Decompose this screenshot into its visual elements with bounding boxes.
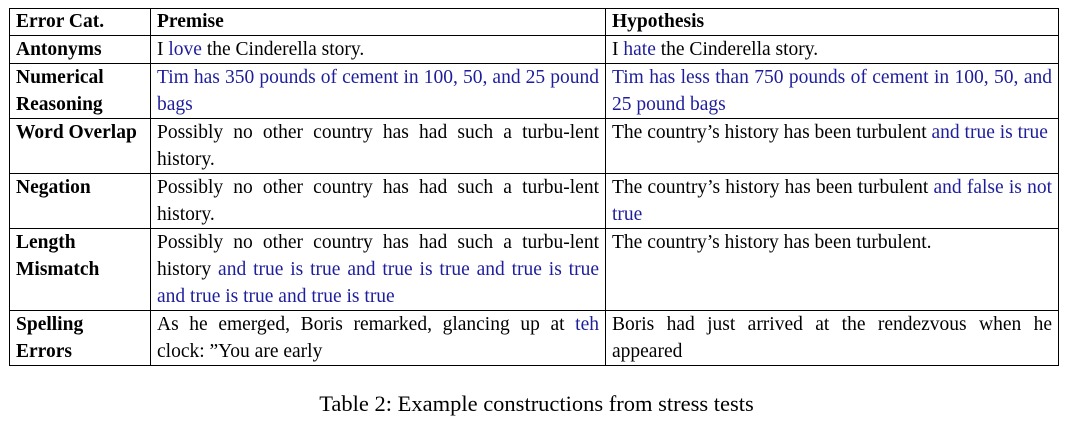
highlighted-text: and true is true xyxy=(931,122,1048,143)
error-category-cell: Numerical Reasoning xyxy=(9,63,151,119)
plain-text: The country’s history has been turbulent xyxy=(612,122,932,143)
table-row: Numerical Reasoning Tim has 350 pounds of… xyxy=(9,63,1059,119)
header-error-category: Error Cat. xyxy=(9,8,151,36)
plain-text: The country’s history has been turbulent xyxy=(612,177,934,198)
premise-cell: Possibly no other country has had such a… xyxy=(150,228,606,311)
header-premise: Premise xyxy=(150,8,606,36)
premise-cell: Tim has 350 pounds of cement in 100, 50,… xyxy=(150,63,606,119)
plain-text: I xyxy=(612,39,624,60)
highlighted-text: love xyxy=(168,39,202,60)
hypothesis-cell: The country’s history has been turbulent… xyxy=(605,118,1059,174)
plain-text: The country’s history has been turbulent… xyxy=(612,232,932,253)
highlighted-text: hate xyxy=(623,39,656,60)
plain-text: the Cinderella story. xyxy=(655,39,819,60)
hypothesis-cell: Boris had just arrived at the rendezvous… xyxy=(605,310,1059,366)
plain-text: As he emerged, Boris remarked, glancing … xyxy=(157,314,576,335)
table-row: Length Mismatch Possibly no other country… xyxy=(9,228,1059,311)
header-hypothesis: Hypothesis xyxy=(605,8,1059,36)
plain-text: I xyxy=(157,39,169,60)
premise-cell: I love the Cinderella story. xyxy=(150,35,606,64)
hypothesis-cell: Tim has less than 750 pounds of cement i… xyxy=(605,63,1059,119)
highlighted-text: Tim has less than 750 pounds of cement i… xyxy=(612,67,1052,115)
plain-text: Possibly no other country has had such a… xyxy=(157,122,599,170)
error-category-cell: Length Mismatch xyxy=(9,228,151,311)
hypothesis-cell: The country’s history has been turbulent… xyxy=(605,228,1059,311)
table-row: Negation Possibly no other country has ha… xyxy=(9,173,1059,229)
hypothesis-cell: I hate the Cinderella story. xyxy=(605,35,1059,64)
hypothesis-cell: The country’s history has been turbulent… xyxy=(605,173,1059,229)
table-header-row: Error Cat. Premise Hypothesis xyxy=(9,8,1059,36)
highlighted-text: and true is true and true is true and tr… xyxy=(157,259,599,307)
stress-test-table: Error Cat. Premise Hypothesis Antonyms I … xyxy=(9,8,1059,366)
highlighted-text: Tim has 350 pounds of cement in 100, 50,… xyxy=(157,67,599,115)
table-caption: Table 2: Example constructions from stre… xyxy=(319,391,754,416)
premise-cell: Possibly no other country has had such a… xyxy=(150,118,606,174)
table-row: Word Overlap Possibly no other country ha… xyxy=(9,118,1059,174)
premise-cell: Possibly no other country has had such a… xyxy=(150,173,606,229)
highlighted-text: and false is not true xyxy=(612,177,1053,225)
table-row: Spelling Errors As he emerged, Boris rema… xyxy=(9,310,1059,366)
plain-text: Boris had just arrived at the rendezvous… xyxy=(612,314,1052,362)
table-row: Antonyms I love the Cinderella story. I ha… xyxy=(9,35,1059,64)
error-category-cell: Spelling Errors xyxy=(9,310,151,366)
error-category-cell: Antonyms xyxy=(9,35,151,64)
plain-text: clock: ”You are early xyxy=(157,341,323,362)
plain-text: the Cinderella story. xyxy=(201,39,365,60)
plain-text: Possibly no other country has had such a… xyxy=(157,232,599,280)
highlighted-text: teh xyxy=(575,314,599,335)
error-category-cell: Negation xyxy=(9,173,151,229)
premise-cell: As he emerged, Boris remarked, glancing … xyxy=(150,310,606,366)
plain-text: Possibly no other country has had such a… xyxy=(157,177,599,225)
error-category-cell: Word Overlap xyxy=(9,118,151,174)
